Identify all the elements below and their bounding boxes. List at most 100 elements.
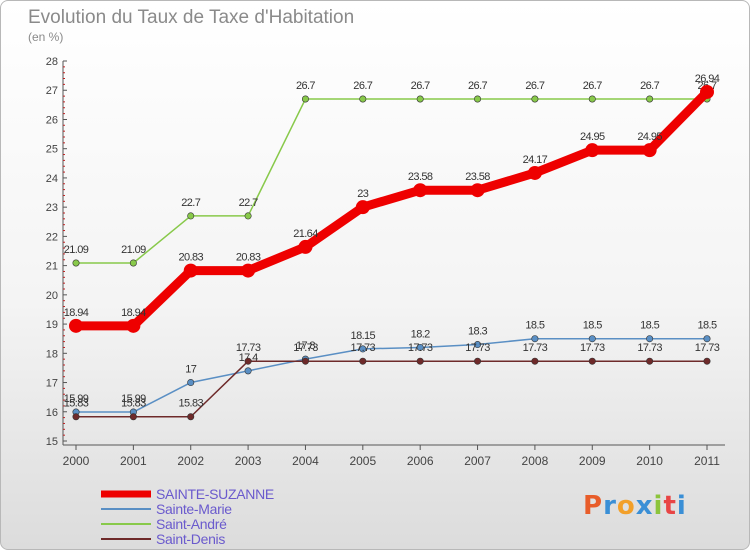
logo-letter: t <box>663 491 677 521</box>
data-point <box>474 95 482 103</box>
data-point <box>642 143 657 158</box>
data-label: 20.83 <box>236 252 261 264</box>
data-point <box>298 239 313 254</box>
data-label: 26.7 <box>583 80 602 92</box>
data-point <box>646 357 654 365</box>
data-label: 17.73 <box>695 342 720 354</box>
x-tick-label-2003: 2003 <box>235 454 262 468</box>
data-label: 26.7 <box>411 80 430 92</box>
data-label: 15.83 <box>64 398 89 410</box>
y-tick-label-28: 28 <box>46 56 58 68</box>
data-label: 23.58 <box>465 171 490 183</box>
y-tick-label-17: 17 <box>46 378 58 390</box>
y-tick-label-26: 26 <box>46 114 58 126</box>
data-point <box>700 84 714 99</box>
x-tick-label-2004: 2004 <box>292 454 319 468</box>
data-label: 17.8 <box>296 340 315 352</box>
data-label: 20.83 <box>178 252 203 264</box>
data-label: 24.95 <box>580 131 605 143</box>
data-label: 17.73 <box>580 342 605 354</box>
data-point <box>531 95 539 103</box>
series-line-0 <box>75 98 708 264</box>
chart-title: Evolution du Taux de Taxe d'Habitation <box>28 7 355 28</box>
legend-label-1: Sainte-Marie <box>156 501 232 517</box>
y-tick-label-23: 23 <box>46 202 58 214</box>
data-point <box>129 413 137 421</box>
data-label: 18.94 <box>121 307 146 319</box>
data-point <box>301 357 309 365</box>
data-point <box>187 379 195 387</box>
y-tick-label-22: 22 <box>46 231 58 243</box>
data-label: 18.15 <box>351 330 376 342</box>
data-label: 18.94 <box>64 307 89 319</box>
data-label: 23.58 <box>408 171 433 183</box>
y-tick-label-21: 21 <box>46 261 58 273</box>
data-point <box>646 335 654 343</box>
logo-letter: P <box>583 491 604 521</box>
data-label: 22.7 <box>181 197 200 209</box>
x-tick-label-2001: 2001 <box>120 454 147 468</box>
y-tick-label-16: 16 <box>46 407 58 419</box>
y-tick-label-18: 18 <box>46 348 58 360</box>
data-label: 24.17 <box>523 154 548 166</box>
data-point <box>588 357 596 365</box>
data-label: 26.7 <box>640 80 659 92</box>
data-point <box>413 183 428 198</box>
data-label: 26.7 <box>353 80 372 92</box>
data-point <box>183 263 198 278</box>
x-tick-label-2002: 2002 <box>177 454 204 468</box>
logo-letter: i <box>676 491 687 521</box>
x-tick-label-2008: 2008 <box>522 454 549 468</box>
legend-label-3: Saint-Denis <box>156 531 225 547</box>
data-label: 26.7 <box>525 80 544 92</box>
data-point <box>187 413 195 421</box>
series-line-2 <box>75 360 708 418</box>
data-label: 17.73 <box>523 342 548 354</box>
data-point <box>474 357 482 365</box>
data-label: 18.3 <box>468 326 487 338</box>
data-label: 21.64 <box>293 228 318 240</box>
data-point <box>703 335 711 343</box>
data-label: 26.7 <box>468 80 487 92</box>
data-point <box>126 318 141 333</box>
data-point <box>588 335 596 343</box>
x-tick-label-2011: 2011 <box>694 454 720 468</box>
data-point <box>359 357 367 365</box>
data-label: 17.73 <box>637 342 662 354</box>
data-point <box>646 95 654 103</box>
data-label: 17.73 <box>465 342 490 354</box>
data-point <box>241 263 256 278</box>
x-tick-label-2005: 2005 <box>349 454 376 468</box>
data-label: 15.83 <box>178 398 203 410</box>
x-tick-label-2007: 2007 <box>464 454 491 468</box>
data-label: 17 <box>185 364 197 376</box>
data-point <box>588 95 596 103</box>
data-point <box>187 212 195 220</box>
logo-letter: r <box>603 491 617 521</box>
y-tick-label-25: 25 <box>46 144 58 156</box>
data-label: 18.5 <box>525 320 544 332</box>
data-label: 17.73 <box>351 342 376 354</box>
data-point <box>72 413 80 421</box>
data-label: 22.7 <box>239 197 258 209</box>
data-point <box>69 318 83 333</box>
logo-letter: o <box>616 491 636 521</box>
legend-label-2: Saint-André <box>156 516 227 532</box>
data-point <box>585 143 600 158</box>
data-point <box>474 341 482 349</box>
data-label: 17.73 <box>293 342 318 354</box>
data-point <box>531 357 539 365</box>
data-label: 15.99 <box>121 393 146 405</box>
x-tick-label-2006: 2006 <box>407 454 434 468</box>
data-label: 17.73 <box>236 342 261 354</box>
data-label: 18.2 <box>411 328 430 340</box>
data-point <box>301 95 309 103</box>
data-label: 23 <box>357 188 369 200</box>
x-tick-label-2000: 2000 <box>63 454 90 468</box>
data-label: 26.94 <box>695 73 720 85</box>
data-point <box>355 200 370 215</box>
data-label: 18.5 <box>583 320 602 332</box>
data-point <box>359 345 367 353</box>
logo-letter: x <box>635 491 654 521</box>
